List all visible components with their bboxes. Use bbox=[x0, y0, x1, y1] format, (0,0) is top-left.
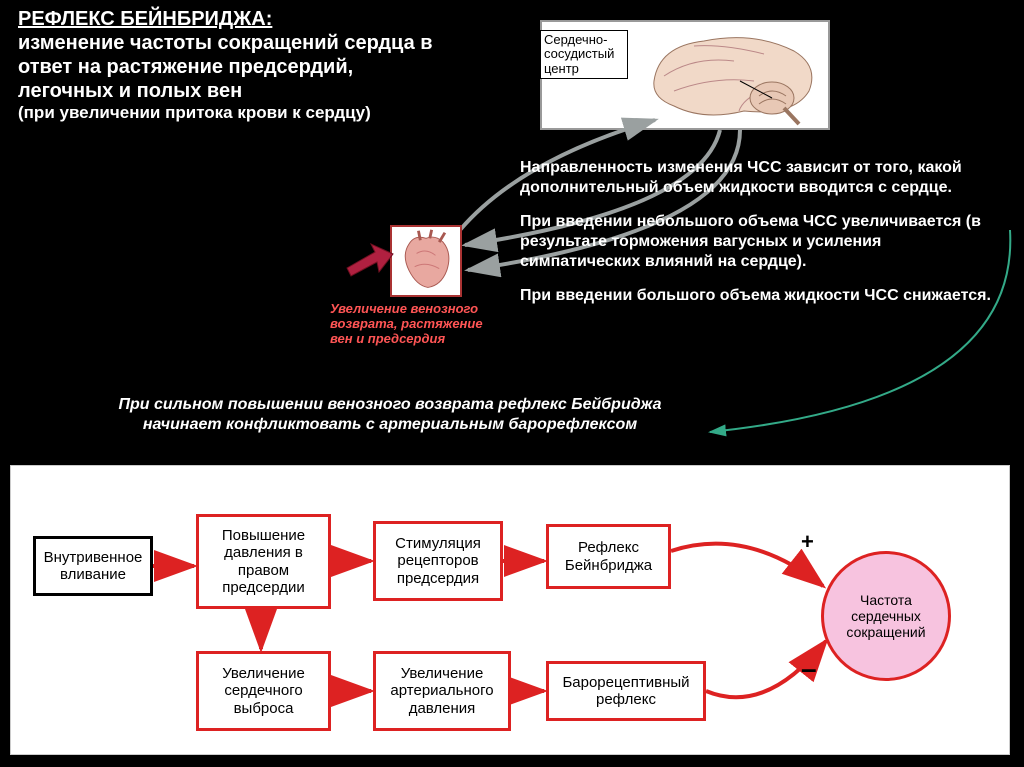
flowchart: Внутривенное вливание Повышение давления … bbox=[10, 465, 1010, 755]
flow-box-b3: Стимуляция рецепторов предсердия bbox=[373, 521, 503, 601]
heart-caption: Увеличение венозного возврата, растяжени… bbox=[330, 302, 500, 347]
red-arrow-icon bbox=[345, 240, 395, 280]
minus-sign: – bbox=[801, 653, 817, 685]
right-para-2: При введении небольшого объема ЧСС увели… bbox=[520, 212, 1000, 272]
right-para-3: При введении большого объема жидкости ЧС… bbox=[520, 286, 1000, 306]
brain-box: Сердечно-сосудистый центр bbox=[540, 20, 830, 130]
title-main: РЕФЛЕКС БЕЙНБРИДЖА: bbox=[18, 8, 448, 31]
flow-box-b4: Рефлекс Бейнбриджа bbox=[546, 524, 671, 589]
flow-box-b7: Барорецептивный рефлекс bbox=[546, 661, 706, 721]
heart-box bbox=[390, 225, 462, 297]
flow-box-b2: Повышение давления в правом предсердии bbox=[196, 514, 331, 609]
right-text-block: Направленность изменения ЧСС зависит от … bbox=[520, 158, 1000, 320]
flow-circle: Частота сердечных сокращений bbox=[821, 551, 951, 681]
flow-box-b5: Увеличение сердечного выброса bbox=[196, 651, 331, 731]
flow-box-b6: Увеличение артериального давления bbox=[373, 651, 511, 731]
title-block: РЕФЛЕКС БЕЙНБРИДЖА: изменение частоты со… bbox=[18, 8, 448, 123]
plus-sign: + bbox=[801, 529, 814, 555]
title-note: (при увеличении притока крови к сердцу) bbox=[18, 103, 448, 123]
mid-text: При сильном повышении венозного возврата… bbox=[80, 395, 700, 435]
brain-icon bbox=[644, 26, 824, 126]
brain-label: Сердечно-сосудистый центр bbox=[540, 30, 628, 79]
heart-icon bbox=[392, 227, 460, 295]
right-para-1: Направленность изменения ЧСС зависит от … bbox=[520, 158, 1000, 198]
flow-box-b1: Внутривенное вливание bbox=[33, 536, 153, 596]
title-sub: изменение частоты сокращений сердца в от… bbox=[18, 31, 448, 103]
